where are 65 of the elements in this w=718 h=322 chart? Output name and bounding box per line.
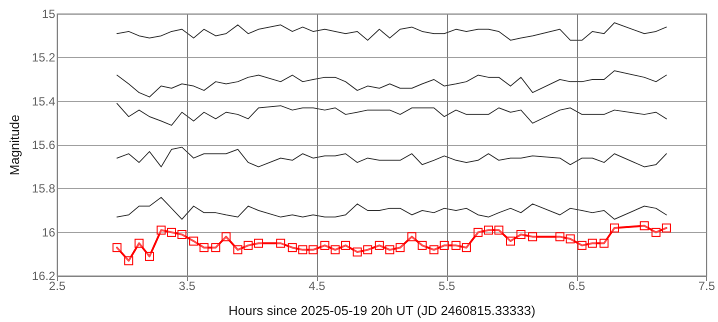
x-tick-label: 3.5 xyxy=(178,279,196,293)
point xyxy=(600,238,609,248)
point xyxy=(298,245,308,254)
point xyxy=(189,236,198,246)
x-tick-label: 7.5 xyxy=(698,279,716,293)
y-tick-label: 15.8 xyxy=(32,182,56,196)
point xyxy=(506,236,516,246)
y-tick-label: 15.4 xyxy=(32,94,56,108)
line-series xyxy=(116,70,667,98)
point xyxy=(211,243,220,252)
point xyxy=(320,240,330,250)
point xyxy=(200,243,209,252)
point xyxy=(429,245,438,254)
point xyxy=(222,232,231,242)
y-tick-label: 15 xyxy=(42,7,56,21)
point xyxy=(462,243,471,252)
point xyxy=(516,230,526,240)
point xyxy=(244,240,253,250)
point xyxy=(112,243,122,252)
point xyxy=(156,226,166,235)
point xyxy=(640,221,649,230)
line-series xyxy=(116,146,667,168)
point xyxy=(288,243,297,252)
line-series xyxy=(116,103,667,126)
y-tick-label: 16 xyxy=(42,225,56,240)
point xyxy=(144,252,154,261)
point xyxy=(407,232,416,242)
x-tick-label: 5.5 xyxy=(438,279,456,293)
point xyxy=(484,226,493,235)
point xyxy=(254,238,264,248)
point xyxy=(474,228,483,237)
point xyxy=(662,223,671,232)
point xyxy=(385,245,394,254)
point xyxy=(396,243,405,252)
point xyxy=(652,228,661,237)
point xyxy=(588,238,597,248)
x-tick-label: 6.5 xyxy=(568,279,586,293)
point xyxy=(555,232,564,242)
point xyxy=(167,228,176,237)
point xyxy=(610,223,619,232)
point xyxy=(566,234,575,244)
point xyxy=(134,238,144,248)
point xyxy=(233,245,242,254)
line-series xyxy=(116,196,667,220)
point xyxy=(276,238,286,248)
point xyxy=(177,230,186,240)
point xyxy=(341,240,350,250)
point xyxy=(124,256,134,266)
y-tick-label: 15.6 xyxy=(32,138,56,152)
x-axis-title: Hours since 2025-05-19 20h UT (JD 2460815.33333) xyxy=(228,303,536,318)
point xyxy=(330,245,340,254)
point xyxy=(374,240,384,250)
point xyxy=(418,240,427,250)
point xyxy=(363,245,372,254)
point xyxy=(440,240,449,250)
point xyxy=(308,245,318,254)
y-tick-label: 15.2 xyxy=(32,50,56,65)
point xyxy=(577,240,586,250)
point xyxy=(528,232,538,242)
y-axis-title: Magnitude xyxy=(7,114,22,176)
point xyxy=(352,247,362,256)
point xyxy=(451,240,460,250)
line-series xyxy=(116,22,667,41)
x-tick-label: 4.5 xyxy=(308,279,326,293)
point xyxy=(494,226,504,235)
